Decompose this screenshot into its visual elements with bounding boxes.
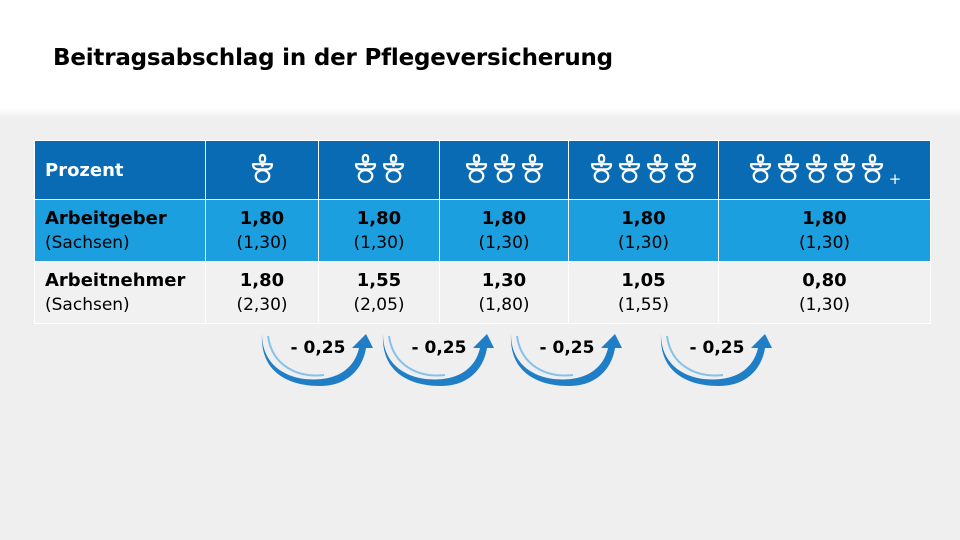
table-row-arbeitnehmer: Arbeitnehmer (Sachsen) 1,80 (2,30) 1,55 (2…	[34, 261, 931, 324]
table-cell: 0,80 (1,30)	[718, 261, 931, 324]
table-cell: 1,80 (1,30)	[205, 199, 319, 262]
cell-sub-value: (1,80)	[478, 294, 530, 315]
table-cell: 1,80 (1,30)	[568, 199, 719, 262]
icon-group	[464, 152, 545, 184]
pacifier-icon	[251, 153, 273, 183]
table-cell: 1,05 (1,55)	[568, 261, 719, 324]
row-label-cell: Arbeitnehmer (Sachsen)	[34, 261, 206, 324]
cell-sub-value: (1,30)	[798, 294, 851, 315]
reduction-label: - 0,25	[411, 338, 467, 358]
pacifier-icon	[493, 153, 515, 183]
icon-group	[353, 152, 406, 184]
cell-value: 1,80	[356, 207, 402, 229]
reduction-label: - 0,25	[290, 338, 346, 358]
pacifier-icon	[618, 153, 641, 183]
cell-value: 1,55	[356, 269, 402, 291]
reduction-arrow: - 0,25	[507, 332, 625, 388]
curved-arrow-icon	[382, 334, 494, 386]
curved-arrow-icon	[660, 334, 772, 386]
reduction-label: - 0,25	[539, 338, 595, 358]
pacifier-icon	[749, 153, 771, 183]
reduction-arrow: - 0,25	[379, 332, 497, 388]
header-cell-5-plus-children: +	[718, 140, 931, 200]
cell-value: 1,30	[481, 269, 527, 291]
table-cell: 1,80 (2,30)	[205, 261, 319, 324]
cell-value: 1,05	[621, 269, 666, 291]
table-cell: 1,80 (1,30)	[318, 199, 440, 262]
header-cell-3-children	[439, 140, 569, 200]
reduction-arrow: - 0,25	[258, 332, 376, 388]
cell-value: 1,80	[239, 269, 285, 291]
header-cell-prozent: Prozent	[34, 140, 206, 200]
slide-title: Beitragsabschlag in der Pflegeversicheru…	[53, 45, 613, 71]
header-cell-1-child	[205, 140, 319, 200]
row-sublabel: (Sachsen)	[45, 294, 130, 315]
table-cell: 1,30 (1,80)	[439, 261, 569, 324]
cell-sub-value: (1,30)	[798, 232, 851, 253]
cell-sub-value: (1,30)	[617, 232, 670, 253]
icon-group	[748, 152, 885, 184]
contribution-table: Prozent + Arbeitgeber (Sachsen) 1,80 (1,3…	[34, 140, 931, 324]
pacifier-icon	[382, 153, 404, 183]
pacifier-icon	[465, 153, 487, 183]
cell-sub-value: (2,30)	[236, 294, 288, 315]
curved-arrow-icon	[510, 334, 622, 386]
row-label: Arbeitnehmer	[45, 269, 186, 291]
pacifier-icon	[805, 153, 827, 183]
table-cell: 1,80 (1,30)	[439, 199, 569, 262]
cell-sub-value: (1,30)	[236, 232, 288, 253]
curved-arrow-icon	[261, 334, 373, 386]
cell-value: 1,80	[802, 207, 847, 229]
row-label-cell: Arbeitgeber (Sachsen)	[34, 199, 206, 262]
pacifier-icon	[646, 153, 669, 183]
pacifier-icon	[777, 153, 799, 183]
pacifier-icon	[590, 153, 613, 183]
pacifier-icon	[833, 153, 855, 183]
row-label: Arbeitgeber	[45, 207, 167, 229]
cell-value: 1,80	[621, 207, 666, 229]
cell-value: 0,80	[802, 269, 847, 291]
table-header-row: Prozent +	[34, 140, 931, 200]
cell-sub-value: (1,30)	[478, 232, 530, 253]
reduction-label: - 0,25	[689, 338, 745, 358]
pacifier-icon	[354, 153, 376, 183]
table-cell: 1,80 (1,30)	[718, 199, 931, 262]
header-label: Prozent	[45, 159, 124, 181]
cell-value: 1,80	[481, 207, 527, 229]
header-cell-2-children	[318, 140, 440, 200]
icon-group	[250, 152, 275, 184]
cell-sub-value: (2,05)	[353, 294, 405, 315]
row-sublabel: (Sachsen)	[45, 232, 130, 253]
reduction-arrow: - 0,25	[657, 332, 775, 388]
header-cell-4-children	[568, 140, 719, 200]
pacifier-icon	[521, 153, 543, 183]
cell-value: 1,80	[239, 207, 285, 229]
table-cell: 1,55 (2,05)	[318, 261, 440, 324]
cell-sub-value: (1,55)	[617, 294, 670, 315]
pacifier-icon	[674, 153, 697, 183]
table-row-arbeitgeber: Arbeitgeber (Sachsen) 1,80 (1,30) 1,80 (1,…	[34, 199, 931, 262]
pacifier-icon	[861, 153, 883, 183]
icon-group	[589, 152, 698, 184]
cell-sub-value: (1,30)	[353, 232, 405, 253]
plus-sign: +	[888, 170, 902, 188]
